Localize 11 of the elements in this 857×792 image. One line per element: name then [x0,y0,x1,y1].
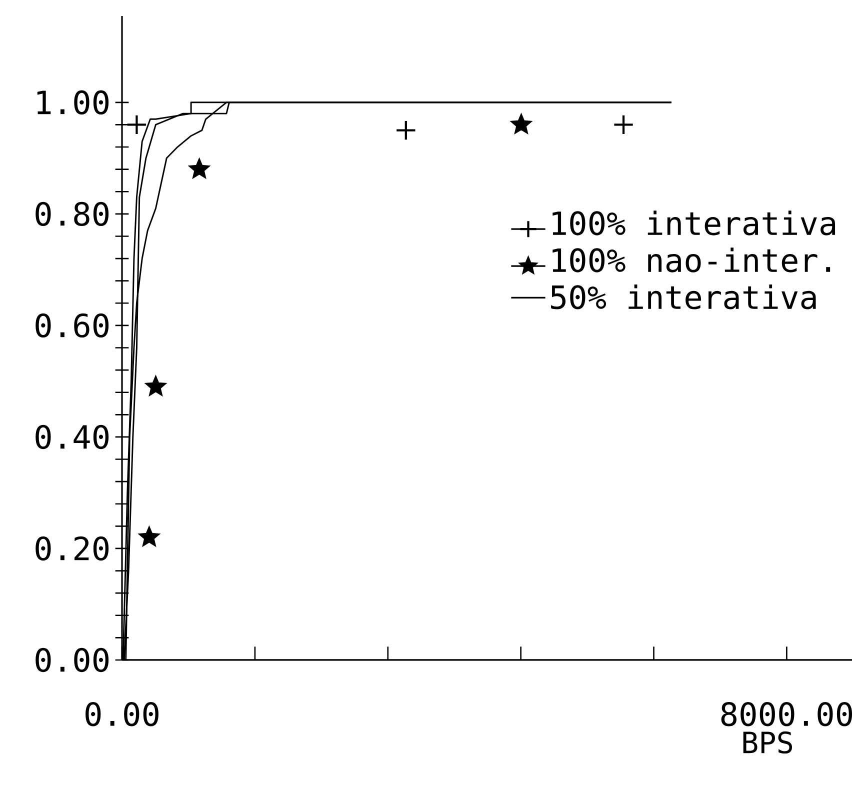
x-tick-label: 8000.00 [721,702,852,726]
x-axis-title: BPS [743,731,792,754]
y-tick-label: 0.20 [36,536,109,561]
y-tick-label: 0.80 [36,202,109,226]
y-tick-label: 1.00 [37,90,109,115]
legend-label: 50% interativa [551,284,816,310]
legend-label: 100% interativa [552,210,836,236]
y-tick-label: 0.00 [36,648,109,672]
y-tick-label: 0.40 [36,424,109,450]
legend-label: 100% nao-inter. [552,248,830,272]
y-tick-label: 0.60 [36,313,109,338]
